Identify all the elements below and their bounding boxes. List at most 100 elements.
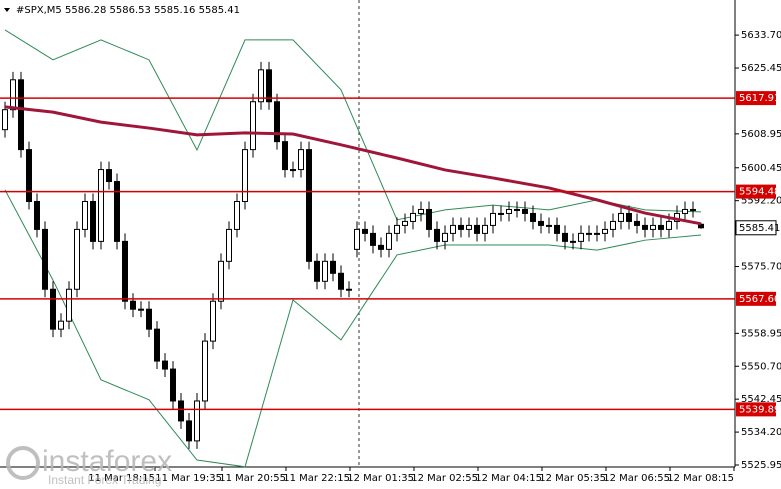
candle-body xyxy=(682,208,688,214)
candle-body xyxy=(178,400,184,422)
candle-body xyxy=(202,340,208,402)
upper-band xyxy=(4,29,702,221)
candle-body xyxy=(146,308,152,330)
candle-body xyxy=(410,212,416,222)
chart-header: #SPX,M5 5586.28 5586.53 5585.16 5585.41 xyxy=(16,5,240,16)
candle-body xyxy=(154,328,160,362)
candle-body xyxy=(386,232,392,250)
candle-body xyxy=(306,149,312,262)
candle-body xyxy=(186,420,192,442)
candle-body xyxy=(514,208,520,211)
candle-body xyxy=(426,208,432,230)
candle-body xyxy=(58,320,64,330)
candle-body xyxy=(346,288,352,291)
level-box xyxy=(736,91,776,106)
candle-body xyxy=(66,288,72,322)
candle-body xyxy=(370,232,376,246)
x-tick-label: 11 Mar 20:55 xyxy=(219,473,286,484)
candle-body xyxy=(10,79,16,111)
candle-body xyxy=(378,244,384,250)
candle-body xyxy=(74,228,80,290)
current-price-label: 5585.41 xyxy=(739,223,780,234)
x-tick-label: 12 Mar 01:35 xyxy=(347,473,414,484)
x-tick-label: 11 Mar 18:15 xyxy=(88,473,155,484)
candle-body xyxy=(658,224,664,230)
candle-body xyxy=(122,240,128,302)
candle-body xyxy=(530,212,536,222)
y-tick-label: 5592.20 xyxy=(741,196,781,207)
close-value: 5585.41 xyxy=(199,5,240,16)
y-tick-label: 5534.20 xyxy=(741,427,781,438)
candle-body xyxy=(274,101,280,143)
candle-body xyxy=(354,228,360,250)
x-tick-label: 11 Mar 22:15 xyxy=(283,473,350,484)
high-value: 5586.53 xyxy=(110,5,151,16)
y-tick-label: 5625.45 xyxy=(741,63,781,74)
candle-body xyxy=(82,200,88,230)
candle-body xyxy=(266,69,272,103)
candle-body xyxy=(634,220,640,226)
candle-body xyxy=(322,260,328,282)
candle-body xyxy=(562,232,568,242)
candle-body xyxy=(402,220,408,226)
y-tick-label: 5525.95 xyxy=(741,460,781,471)
y-tick-label: 5600.45 xyxy=(741,163,781,174)
candle-body xyxy=(506,208,512,214)
candle-body xyxy=(522,208,528,214)
candle-body xyxy=(34,200,40,230)
candle-body xyxy=(482,224,488,234)
candle-body xyxy=(554,224,560,234)
candle-body xyxy=(314,260,320,282)
candle-body xyxy=(162,360,168,370)
candle-body xyxy=(586,232,592,235)
candle-body xyxy=(90,200,96,242)
candle-body xyxy=(226,228,232,262)
candle-body xyxy=(282,141,288,171)
y-tick-label: 5542.45 xyxy=(741,394,781,405)
candle-body xyxy=(450,224,456,234)
candle-body xyxy=(418,208,424,214)
candle-body xyxy=(546,224,552,227)
y-tick-label: 5558.95 xyxy=(741,328,781,339)
candle-body xyxy=(210,300,216,342)
x-tick-label: 11 Mar 19:35 xyxy=(155,473,222,484)
candle-body xyxy=(298,149,304,171)
candle-body xyxy=(250,101,256,151)
candle-body xyxy=(498,212,504,215)
level-box xyxy=(736,402,776,417)
candle-body xyxy=(602,228,608,234)
x-tick-label: 12 Mar 05:35 xyxy=(539,473,606,484)
x-tick-label: 12 Mar 04:15 xyxy=(475,473,542,484)
candle-body xyxy=(50,288,56,330)
candle-body xyxy=(114,181,120,242)
level-box xyxy=(736,291,776,306)
candle-body xyxy=(138,308,144,311)
candle-body xyxy=(242,149,248,202)
level-label: 5617.91 xyxy=(739,93,780,104)
candle-body xyxy=(362,228,368,234)
x-tick-label: 12 Mar 08:15 xyxy=(667,473,734,484)
symbol: #SPX,M5 xyxy=(16,5,62,16)
candle-body xyxy=(218,260,224,302)
candle-body xyxy=(690,208,696,211)
candle-body xyxy=(26,149,32,202)
level-label: 5539.89 xyxy=(739,404,780,415)
x-tick-label: 12 Mar 02:55 xyxy=(411,473,478,484)
candle-body xyxy=(130,300,136,310)
candle-body xyxy=(490,212,496,226)
candle-body xyxy=(626,212,632,222)
candle-body xyxy=(570,240,576,243)
candle-body xyxy=(594,232,600,235)
candle-body xyxy=(642,224,648,230)
candle-body xyxy=(42,228,48,290)
level-label: 5594.48 xyxy=(739,187,780,198)
candle-body xyxy=(338,272,344,290)
candle-body xyxy=(258,69,264,103)
level-label: 5567.60 xyxy=(739,294,780,305)
level-box xyxy=(736,184,776,199)
candle-body xyxy=(458,224,464,230)
candle-body xyxy=(650,224,656,230)
candle-body xyxy=(194,400,200,442)
candle-body xyxy=(330,260,336,274)
